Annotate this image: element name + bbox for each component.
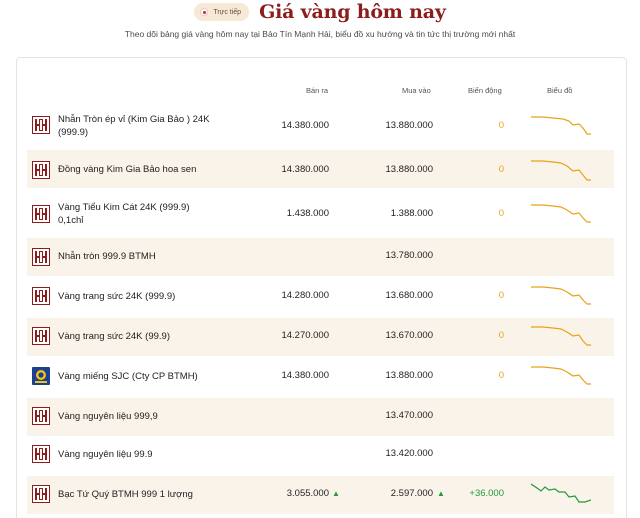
column-header-buy: Mua vào (402, 86, 431, 95)
product-name: Nhẫn Tròn ép vỉ (Kim Gia Bảo ) 24K (999.… (58, 114, 210, 138)
product-name: Vàng miếng SJC (Cty CP BTMH) (58, 371, 198, 382)
product-name: Nhẫn tròn 999.9 BTMH (58, 251, 156, 262)
live-badge-label: Trực tiếp (213, 8, 242, 16)
sjc-logo-icon (32, 367, 50, 385)
btmh-logo-icon (32, 116, 50, 134)
btmh-logo-icon (32, 407, 50, 425)
product-name: Vàng trang sức 24K (999.9) (58, 291, 176, 302)
buy-price: 13.670.000 (385, 330, 433, 341)
trend-sparkline (531, 204, 591, 223)
table-row[interactable]: Vàng miếng SJC (Cty CP BTMH) 14.380.000 … (27, 359, 614, 395)
buy-price: 13.880.000 (385, 120, 433, 131)
trend-sparkline (531, 160, 591, 181)
price-table-panel (16, 57, 627, 518)
sell-price: 14.380.000 (281, 370, 329, 381)
table-row[interactable]: Nhẫn tròn 999.9 BTMH 13.780.000 (27, 238, 614, 276)
buy-price: 13.420.000 (385, 448, 433, 459)
sell-up-arrow-icon: ▲ (332, 489, 340, 498)
table-row[interactable]: Vàng trang sức 24K (999.9) 14.280.000 13… (27, 279, 614, 315)
price-change: 0 (498, 290, 504, 301)
table-row[interactable]: Vàng Tiểu Kim Cát 24K (999.9) 0,1chỉ 1.4… (27, 192, 614, 234)
trend-sparkline (531, 483, 591, 503)
buy-price: 2.597.000 (390, 488, 433, 499)
sell-price: 14.280.000 (281, 290, 329, 301)
table-row[interactable]: Bạc Tứ Quý BTMH 999 1 lượng 3.055.000 ▲ … (27, 476, 614, 514)
live-dot-icon (200, 8, 209, 16)
price-change: 0 (498, 208, 504, 219)
btmh-logo-icon (32, 205, 50, 223)
table-row[interactable]: Vàng nguyên liệu 99.9 13.420.000 (27, 439, 614, 475)
btmh-logo-icon (32, 161, 50, 179)
trend-sparkline (531, 366, 591, 385)
price-change: +36.000 (469, 488, 504, 499)
column-header-change: Biến động (468, 86, 502, 95)
product-name: Bạc Tứ Quý BTMH 999 1 lượng (58, 489, 193, 500)
trend-sparkline (531, 116, 591, 135)
price-change: 0 (498, 330, 504, 341)
buy-price: 13.470.000 (385, 410, 433, 421)
buy-price: 13.680.000 (385, 290, 433, 301)
btmh-logo-icon (32, 287, 50, 305)
column-header-chart: Biểu đồ (547, 86, 573, 95)
price-change: 0 (498, 120, 504, 131)
buy-price: 13.880.000 (385, 370, 433, 381)
btmh-logo-icon (32, 485, 50, 503)
live-badge[interactable]: Trực tiếp (194, 3, 250, 21)
trend-sparkline (531, 326, 591, 346)
sell-price: 3.055.000 (286, 488, 329, 499)
trend-sparkline (531, 286, 591, 305)
product-name: Vàng nguyên liệu 999,9 (58, 411, 158, 422)
buy-price: 13.780.000 (385, 250, 433, 261)
btmh-logo-icon (32, 327, 50, 345)
sell-price: 14.270.000 (281, 330, 329, 341)
column-header-sell: Bán ra (306, 86, 329, 95)
page-header: Trực tiếp Giá vàng hôm nay (0, 0, 640, 24)
page-subtitle: Theo dõi bảng giá vàng hôm nay tại Bảo T… (124, 29, 516, 39)
product-name: Vàng nguyên liệu 99.9 (58, 449, 153, 460)
table-row[interactable]: Nhẫn Tròn ép vỉ (Kim Gia Bảo ) 24K (999.… (27, 104, 614, 146)
sell-price: 14.380.000 (281, 164, 329, 175)
btmh-logo-icon (32, 248, 50, 266)
table-row[interactable]: Vàng nguyên liệu 999,9 13.470.000 (27, 398, 614, 436)
price-change: 0 (498, 164, 504, 175)
btmh-logo-icon (32, 445, 50, 463)
buy-up-arrow-icon: ▲ (437, 489, 445, 498)
product-name: Đồng vàng Kim Gia Bảo hoa sen (58, 164, 197, 175)
sell-price: 14.380.000 (281, 120, 329, 131)
product-name: Vàng Tiểu Kim Cát 24K (999.9) 0,1chỉ (58, 202, 190, 226)
product-name: Vàng trang sức 24K (99.9) (58, 331, 170, 342)
price-change: 0 (498, 370, 504, 381)
buy-price: 1.388.000 (390, 208, 433, 219)
table-row[interactable]: Vàng trang sức 24K (99.9) 14.270.000 13.… (27, 318, 614, 356)
table-row[interactable]: Đồng vàng Kim Gia Bảo hoa sen 14.380.000… (27, 150, 614, 188)
buy-price: 13.880.000 (385, 164, 433, 175)
sell-price: 1.438.000 (286, 208, 329, 219)
page-title: Giá vàng hôm nay (259, 1, 446, 23)
